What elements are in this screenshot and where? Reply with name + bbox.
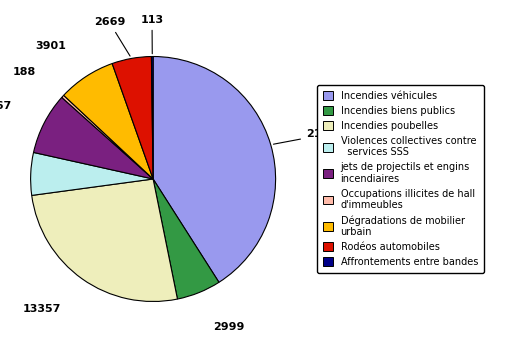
Text: 113: 113 [140,15,164,54]
Wedge shape [64,64,153,179]
Text: 2999: 2999 [213,322,244,332]
Text: 21013: 21013 [274,130,344,144]
Wedge shape [31,153,153,195]
Wedge shape [32,179,177,301]
Text: 4167: 4167 [0,101,12,111]
Text: 13357: 13357 [23,304,61,314]
Wedge shape [34,97,153,179]
Wedge shape [153,179,219,299]
Text: 3901: 3901 [35,41,66,51]
Text: 2669: 2669 [93,17,130,56]
Legend: Incendies véhicules, Incendies biens publics, Incendies poubelles, Violences col: Incendies véhicules, Incendies biens pub… [317,85,484,273]
Wedge shape [112,57,153,179]
Wedge shape [62,95,153,179]
Text: 188: 188 [12,67,35,77]
Wedge shape [153,57,276,282]
Wedge shape [152,57,153,179]
